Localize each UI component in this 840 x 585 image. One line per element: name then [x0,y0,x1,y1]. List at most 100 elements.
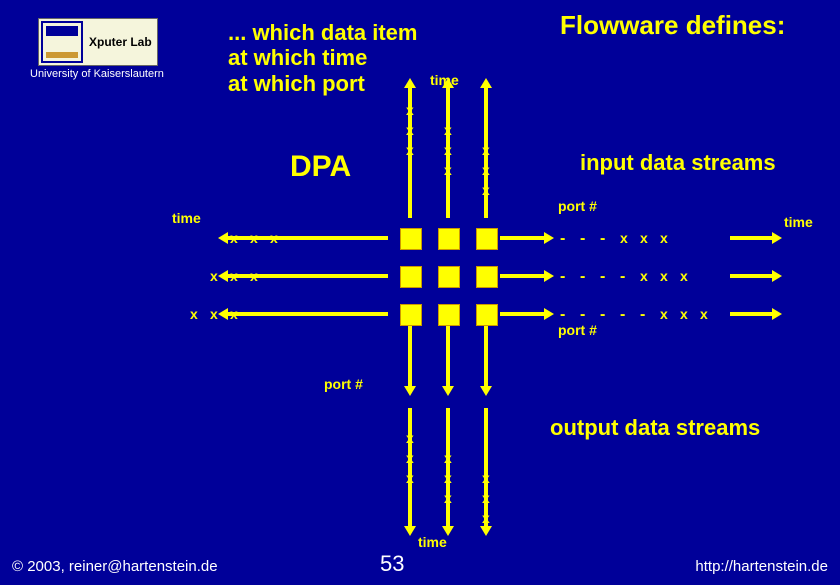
stream-x: x [190,306,198,322]
stream-x: x [660,230,668,246]
stream-x: x [444,142,452,158]
stream-bar: | [408,510,412,524]
time-label: time [418,534,447,550]
stream-x: x [640,268,648,284]
left-arrow [218,232,398,244]
stream-dash: - [560,230,565,248]
stream-dash: - [620,306,625,324]
description: ... which data item at which time at whi… [228,20,417,96]
left-arrow [218,308,398,320]
port-label: port # [558,198,597,214]
stream-x: x [680,306,688,322]
stream-x: x [270,230,278,246]
stream-x: x [700,306,708,322]
output-arrow [442,316,454,396]
right-arrow [490,232,554,244]
stream-x: x [660,268,668,284]
stream-x: x [210,268,218,284]
stream-bar: | [484,430,488,444]
right-arrow [490,308,554,320]
logo-text: Xputer Lab [89,35,152,49]
right-arrow [720,232,782,244]
stream-dash: - [560,268,565,286]
desc-line: at which time [228,45,417,70]
stream-x: x [406,470,414,486]
stream-x: x [250,230,258,246]
stream-bar: | [484,122,488,136]
stream-bar: | [408,182,412,196]
time-label: time [172,210,201,226]
stream-dash: - [270,268,275,286]
stream-x: x [444,450,452,466]
dpa-cell [438,228,460,250]
output-streams-label: output data streams [550,415,760,441]
stream-dash: - [580,306,585,324]
stream-x: x [660,306,668,322]
output-arrow [404,316,416,396]
desc-line: at which port [228,71,417,96]
university-label: University of Kaiserslautern [30,68,164,80]
stream-dash: - [270,306,275,324]
stream-dash: - [580,230,585,248]
stream-bar: | [484,450,488,464]
stream-x: x [406,430,414,446]
stream-x: x [406,142,414,158]
dpa-cell [400,228,422,250]
stream-x: x [230,306,238,322]
stream-x: x [482,490,490,506]
port-label: port # [558,322,597,338]
dpa-cell [438,266,460,288]
stream-x: x [444,470,452,486]
copyright: © 2003, reiner@hartenstein.de [12,558,218,575]
right-arrow [490,270,554,282]
stream-x: x [640,230,648,246]
port-label: port # [324,376,363,392]
stream-dash: - [580,268,585,286]
stream-x: x [482,162,490,178]
desc-line: ... which data item [228,20,417,45]
stream-x: x [444,490,452,506]
logo: Xputer Lab [38,18,158,66]
left-arrow [218,270,398,282]
stream-dash: - [560,306,565,324]
stream-x: x [482,182,490,198]
stream-x: x [680,268,688,284]
right-arrow [720,308,782,320]
stream-x: x [482,470,490,486]
stream-x: x [230,268,238,284]
stream-x: x [482,142,490,158]
stream-dash: - [640,306,645,324]
stream-x: x [406,450,414,466]
stream-dash: - [600,268,605,286]
stream-dash: - [600,306,605,324]
stream-x: x [250,268,258,284]
stream-x: x [444,162,452,178]
stream-bar: | [446,102,450,116]
time-label: time [784,214,813,230]
stream-bar: | [408,162,412,176]
slide-title: Flowware defines: [560,10,785,41]
stream-dash: - [620,268,625,286]
stream-x: x [230,230,238,246]
output-arrow [480,316,492,396]
input-streams-label: input data streams [580,150,776,176]
stream-x: x [406,102,414,118]
stream-bar: | [446,182,450,196]
stream-dash: - [250,306,255,324]
stream-bar: | [446,510,450,524]
stream-x: x [210,306,218,322]
stream-bar: | [446,430,450,444]
stream-bar: | [408,490,412,504]
page-number: 53 [380,551,404,577]
stream-x: x [482,510,490,526]
stream-dash: - [600,230,605,248]
dpa-cell [400,266,422,288]
stream-x: x [444,122,452,138]
stream-bar: | [484,102,488,116]
dpa-label: DPA [290,150,351,184]
right-arrow [720,270,782,282]
url: http://hartenstein.de [695,558,828,575]
logo-icon [41,21,83,63]
stream-x: x [620,230,628,246]
stream-x: x [406,122,414,138]
